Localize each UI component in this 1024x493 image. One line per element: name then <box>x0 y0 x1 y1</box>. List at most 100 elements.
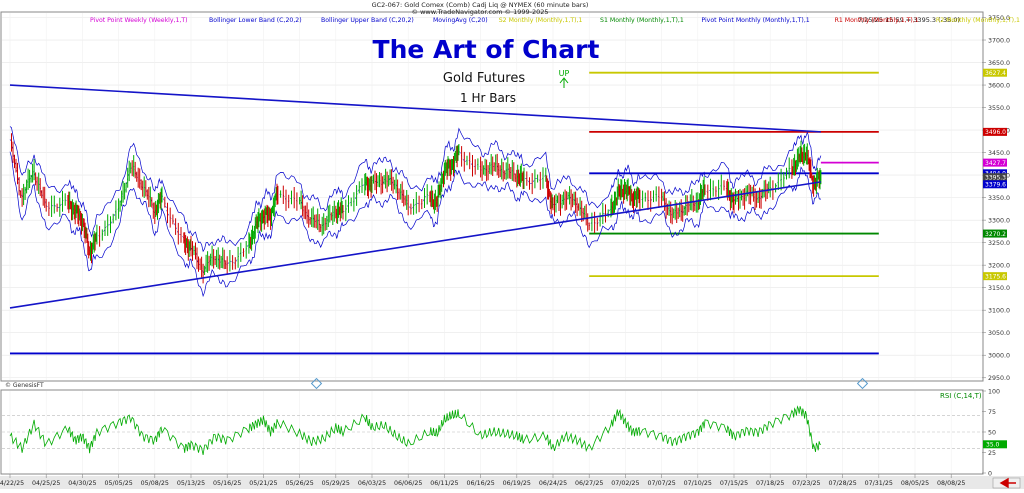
price-tick-label: 3200.0 <box>988 262 1010 269</box>
date-tick-label: 08/05/25 <box>901 480 929 487</box>
trendline <box>9 181 822 309</box>
rsi-tick-label: 25 <box>988 450 996 457</box>
last-bar-readout: 7/25/25 15:59 = 3395.3 (-35.0) <box>858 16 960 24</box>
legend-item: Bollinger Lower Band (C,20,2) <box>209 17 302 24</box>
legend-item: R2 Monthly (Monthly,1,T),1 <box>936 17 1020 24</box>
rsi-tick-label: 75 <box>988 409 996 416</box>
badge-layer: 3627.43496.03427.73404.03395.33379.63270… <box>983 68 1007 449</box>
level-layer <box>10 71 879 355</box>
rsi-label: RSI (C,14,T) <box>940 392 982 400</box>
date-tick-label: 06/19/25 <box>503 480 531 487</box>
price-tick-label: 3450.0 <box>988 150 1010 157</box>
up-arrow-icon <box>559 77 569 88</box>
diamond-icon <box>856 377 869 390</box>
value-badge-text: 3395.3 <box>985 175 1006 182</box>
date-tick-label: 07/18/25 <box>756 480 784 487</box>
red-arrow-left-icon <box>999 477 1016 489</box>
date-tick-label: 05/05/25 <box>104 480 132 487</box>
value-badge-text: 3496.0 <box>985 129 1006 136</box>
value-badge <box>983 127 1007 136</box>
legend: Pivot Point Weekly (Weekly,1,T) Bollinger… <box>90 17 1020 24</box>
bollinger-upper-band <box>9 126 822 253</box>
price-tick-label: 3150.0 <box>988 285 1010 292</box>
header-line1: GC2-067: Gold Comex (Comb) Cadj Liq @ NY… <box>372 1 589 9</box>
chart-title: The Art of Chart <box>373 35 600 64</box>
value-badge <box>983 229 1007 238</box>
rsi-tick-label: 50 <box>988 429 996 436</box>
up-arrow-label: UP <box>559 69 570 78</box>
value-badge <box>983 272 1007 281</box>
value-badge <box>983 68 1007 77</box>
value-badge <box>983 173 1007 182</box>
price-tick-label: 3600.0 <box>988 82 1010 89</box>
date-tick-label: 05/16/25 <box>213 480 241 487</box>
price-tick-label: 3700.0 <box>988 37 1010 44</box>
date-tick-label: 07/23/25 <box>792 480 820 487</box>
bar-layer <box>11 133 822 284</box>
legend-item: S1 Monthly (Monthly,1,T),1 <box>600 17 684 24</box>
value-badge-text: 3270.2 <box>985 231 1006 238</box>
chart-subtitle-1: Gold Futures <box>443 71 525 86</box>
price-tick-label: 3050.0 <box>988 330 1010 337</box>
date-tick-label: 06/27/25 <box>575 480 603 487</box>
rsi-value-badge-text: 35.0 <box>986 442 1000 449</box>
value-badge <box>983 180 1007 189</box>
header-line2: © www.TradeNavigator.com © 1999-2025 <box>412 8 549 16</box>
price-tick-label: 3250.0 <box>988 240 1010 247</box>
date-tick-label: 05/21/25 <box>249 480 277 487</box>
legend-item: S2 Monthly (Monthly,1,T),1 <box>499 17 583 24</box>
chart-subtitle-2: 1 Hr Bars <box>460 91 516 105</box>
rsi-layer <box>9 405 821 455</box>
date-tick-label: 04/22/25 <box>0 480 24 487</box>
axis-layer: 2950.0 3000.0 3050.0 3100.0 3150.0 3200.0 3250… <box>0 15 1010 487</box>
trendline <box>9 84 821 133</box>
value-badge-text: 3379.6 <box>985 182 1006 189</box>
date-tick-label: 07/15/25 <box>720 480 748 487</box>
price-tick-label: 3750.0 <box>988 15 1010 22</box>
value-badge-text: 3627.4 <box>985 70 1006 77</box>
date-tick-label: 06/11/25 <box>430 480 458 487</box>
date-tick-label: 05/26/25 <box>285 480 313 487</box>
date-tick-label: 05/29/25 <box>322 480 350 487</box>
date-tick-label: 06/16/25 <box>466 480 494 487</box>
date-tick-label: 05/13/25 <box>177 480 205 487</box>
value-badge-text: 3427.7 <box>985 160 1006 167</box>
rsi-value-badge <box>983 440 1007 449</box>
rsi-tick-label: 100 <box>988 388 1000 395</box>
price-tick-label: 3000.0 <box>988 353 1010 360</box>
price-tick-label: 3650.0 <box>988 60 1010 67</box>
scroll-right-button[interactable] <box>992 477 1021 489</box>
price-panel-frame <box>0 11 984 382</box>
price-tick-label: 3100.0 <box>988 308 1010 315</box>
date-tick-label: 04/25/25 <box>32 480 60 487</box>
legend-item: Pivot Point Monthly (Monthly,1,T),1 <box>701 17 809 24</box>
date-tick-label: 04/30/25 <box>68 480 96 487</box>
value-badge-text: 3175.6 <box>985 273 1006 280</box>
date-tick-label: 06/24/25 <box>539 480 567 487</box>
date-tick-label: 07/07/25 <box>647 480 675 487</box>
date-tick-label: 06/03/25 <box>358 480 386 487</box>
up-arrow-annotation: UP <box>559 69 570 88</box>
grid-layer <box>2 13 982 473</box>
legend-item: Pivot Point Weekly (Weekly,1,T) <box>90 17 188 24</box>
price-tick-label: 2950.0 <box>988 375 1010 382</box>
date-tick-label: 08/08/25 <box>937 480 965 487</box>
legend-item: MovingAvg (C,20) <box>433 17 488 24</box>
value-badge <box>983 158 1007 167</box>
price-tick-label: 3350.0 <box>988 195 1010 202</box>
price-tick-label: 3300.0 <box>988 217 1010 224</box>
date-axis-bar <box>0 476 1024 489</box>
date-tick-label: 07/02/25 <box>611 480 639 487</box>
date-tick-label: 07/10/25 <box>684 480 712 487</box>
rsi-tick-label: 0 <box>988 470 992 477</box>
price-tick-label: 3550.0 <box>988 105 1010 112</box>
event-marker-1 <box>310 377 323 390</box>
legend-item: R1 Monthly (Monthly,1,T),1 <box>835 17 919 24</box>
date-tick-label: 07/28/25 <box>828 480 856 487</box>
legend-item: Bollinger Upper Band (C,20,2) <box>321 17 414 24</box>
date-tick-label: 06/06/25 <box>394 480 422 487</box>
event-marker-2 <box>856 377 869 390</box>
